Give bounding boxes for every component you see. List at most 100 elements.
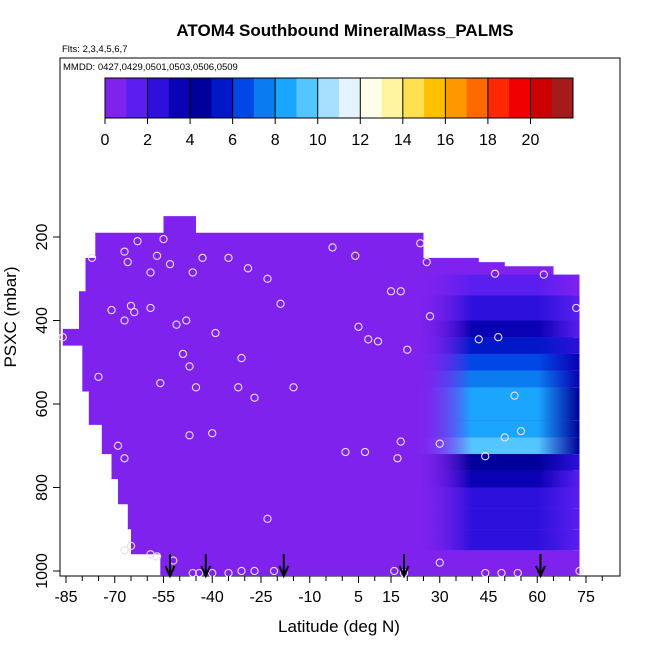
sample-point xyxy=(120,247,129,256)
colorbar-swatch xyxy=(105,78,127,118)
arrow-layer xyxy=(164,554,546,579)
sample-point xyxy=(481,568,490,578)
colorbar-tick-label: 18 xyxy=(479,132,497,149)
sample-point xyxy=(425,312,435,321)
sample-point xyxy=(354,322,363,331)
sample-point xyxy=(152,552,162,561)
colorbar-tick-label: 6 xyxy=(228,132,237,149)
x-tick-label: -55 xyxy=(152,589,175,606)
colorbar-swatch xyxy=(402,78,425,118)
sample-point xyxy=(211,328,220,338)
data-cell xyxy=(413,487,580,509)
sample-point xyxy=(133,237,142,246)
colorbar-tick-label: 0 xyxy=(101,132,110,149)
sample-point xyxy=(393,454,402,463)
sample-point xyxy=(113,441,123,450)
sample-point xyxy=(87,253,97,263)
y-tick-label: 600 xyxy=(34,391,51,418)
sample-point xyxy=(130,307,139,317)
x-tick-label: -40 xyxy=(201,589,224,606)
sample-point xyxy=(328,243,337,252)
data-cell xyxy=(413,404,580,421)
sample-point xyxy=(172,320,181,329)
sample-point xyxy=(58,333,67,342)
sample-point xyxy=(481,452,490,461)
y-axis: 200 400 600 800 1000 xyxy=(34,224,60,589)
y-tick-label: 200 xyxy=(34,224,51,251)
colorbar-tick-label: 4 xyxy=(186,132,195,149)
sample-point xyxy=(575,566,584,576)
colorbar-swatch xyxy=(296,78,319,118)
sample-point xyxy=(263,274,272,283)
sample-point xyxy=(435,558,444,567)
x-axis-label: Latitude (deg N) xyxy=(278,617,400,636)
sample-point xyxy=(403,345,412,354)
y-tick-label: 400 xyxy=(34,307,51,334)
sample-point xyxy=(513,568,522,578)
sample-point xyxy=(276,299,285,308)
data-cell xyxy=(413,387,580,404)
data-layer xyxy=(58,216,584,578)
sample-point xyxy=(94,372,103,382)
sample-point xyxy=(159,234,168,244)
sample-point xyxy=(539,270,548,279)
sample-point xyxy=(191,383,201,392)
sample-point xyxy=(396,437,405,446)
sample-point xyxy=(107,305,116,315)
flight-arrow-head xyxy=(164,565,176,579)
flight-arrow-head xyxy=(398,565,410,579)
x-tick-label: 15 xyxy=(382,589,400,606)
sample-point xyxy=(237,353,246,363)
sample-point xyxy=(182,316,191,325)
colorbar-swatch xyxy=(339,78,361,118)
sample-point xyxy=(188,268,197,277)
sample-point xyxy=(237,566,246,576)
colorbar-swatch xyxy=(466,78,489,118)
data-cell xyxy=(413,274,580,296)
colorbar-swatch xyxy=(551,78,574,118)
flight-arrow-head xyxy=(200,565,212,579)
sample-point xyxy=(494,333,503,342)
sample-point xyxy=(250,566,259,576)
sample-point xyxy=(263,514,272,523)
colorbar-swatch xyxy=(424,78,446,118)
colorbar-tick-label: 20 xyxy=(522,132,540,149)
sample-point xyxy=(390,566,399,576)
colorbar-swatch xyxy=(381,78,404,118)
data-cell xyxy=(413,420,580,438)
colorbar-swatch xyxy=(487,78,510,118)
colorbar-tick-label: 8 xyxy=(271,132,280,149)
colorbar-tick-label: 10 xyxy=(309,132,327,149)
sample-point xyxy=(165,259,175,269)
colorbar-tick-label: 16 xyxy=(436,132,454,149)
colorbar-tick-label: 14 xyxy=(394,132,412,149)
colorbar-swatch xyxy=(147,78,170,118)
plot-frame xyxy=(59,57,621,577)
sample-point xyxy=(195,568,204,578)
sample-point xyxy=(188,568,197,578)
chart-title: ATOM4 Southbound MineralMass_PALMS xyxy=(176,21,513,40)
sample-point xyxy=(516,426,526,436)
flight-arrow-head xyxy=(278,565,290,579)
x-tick-label: 75 xyxy=(577,589,595,606)
sample-point xyxy=(146,303,155,313)
sample-point xyxy=(156,378,165,388)
sample-point xyxy=(364,335,373,344)
colorbar-swatch xyxy=(360,78,382,118)
sample-point xyxy=(234,383,243,392)
dates-label: MMDD: 0427,0429,0501,0503,0506,0509 xyxy=(63,62,238,73)
sample-point xyxy=(360,447,370,457)
data-cell xyxy=(413,508,580,530)
x-tick-label: -85 xyxy=(54,589,77,606)
colorbar-tick-label: 2 xyxy=(143,132,152,149)
sample-point xyxy=(152,251,162,260)
data-cell xyxy=(413,295,580,321)
y-axis-label: PSXC (mbar) xyxy=(1,266,20,367)
sample-point xyxy=(490,269,500,278)
sample-point xyxy=(224,253,233,263)
sample-point xyxy=(123,257,132,267)
x-tick-label: 60 xyxy=(528,589,546,606)
x-tick-label: -25 xyxy=(249,589,272,606)
sample-point xyxy=(120,454,129,463)
sample-point xyxy=(178,349,188,359)
